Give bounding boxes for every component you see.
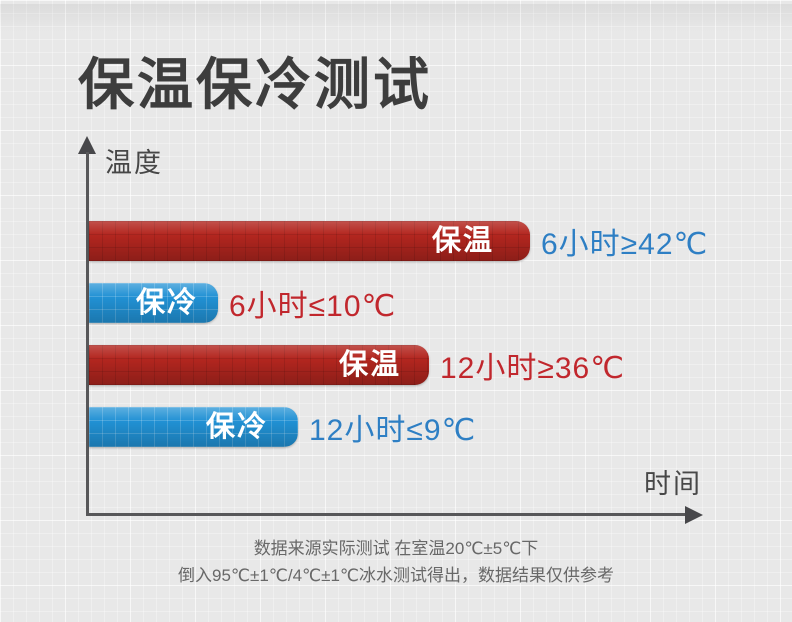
top-shade-band bbox=[0, 4, 792, 32]
y-axis-arrow-icon bbox=[78, 136, 96, 154]
bar-cold-6h: 保冷 bbox=[89, 283, 218, 323]
y-axis-line bbox=[86, 152, 89, 516]
bar-label-heat-12h: 保温 bbox=[338, 349, 401, 381]
bar-label-cold-6h: 保冷 bbox=[135, 287, 198, 319]
bar-row-cold-6h: 保冷 6小时≤10℃ bbox=[89, 283, 396, 323]
bar-value-heat-12h: 12小时≥36℃ bbox=[440, 352, 625, 385]
x-axis-label: 时间 bbox=[644, 469, 702, 499]
footnote-line-2: 倒入95℃±1℃/4℃±1℃冰水测试得出，数据结果仅供参考 bbox=[177, 566, 615, 585]
footnote-line-1: 数据来源实际测试 在室温20℃±5℃下 bbox=[253, 539, 539, 558]
bar-heat-12h: 保温 bbox=[89, 345, 429, 385]
page-title: 保温保冷测试 bbox=[78, 53, 432, 116]
bar-row-cold-12h: 保冷 12小时≤9℃ bbox=[89, 407, 476, 447]
bar-value-cold-6h: 6小时≤10℃ bbox=[229, 290, 397, 323]
bar-cold-12h: 保冷 bbox=[89, 407, 298, 447]
bar-row-heat-6h: 保温 6小时≥42℃ bbox=[89, 221, 708, 261]
bar-label-heat-6h: 保温 bbox=[431, 225, 494, 257]
bar-heat-6h: 保温 bbox=[89, 221, 530, 261]
y-axis-label: 温度 bbox=[105, 148, 163, 178]
bar-label-cold-12h: 保冷 bbox=[205, 411, 268, 443]
x-axis-arrow-icon bbox=[685, 506, 703, 524]
footnote: 数据来源实际测试 在室温20℃±5℃下 倒入95℃±1℃/4℃±1℃冰水测试得出… bbox=[0, 535, 792, 589]
bar-value-heat-6h: 6小时≥42℃ bbox=[541, 228, 709, 261]
bar-row-heat-12h: 保温 12小时≥36℃ bbox=[89, 345, 625, 385]
x-axis-line bbox=[86, 513, 686, 516]
bar-value-cold-12h: 12小时≤9℃ bbox=[309, 414, 477, 447]
